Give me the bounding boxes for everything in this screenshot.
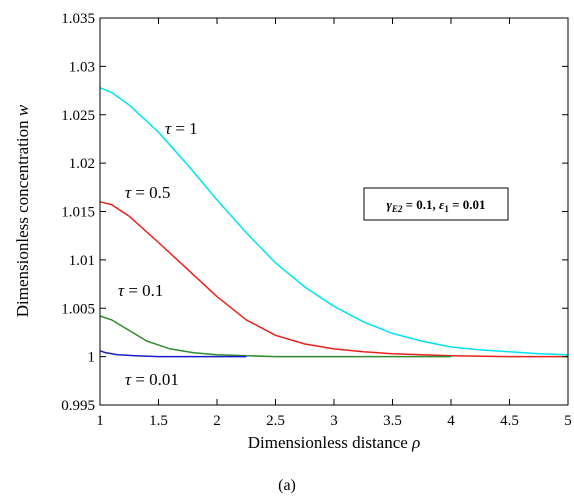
y-tick-label: 1.03 [69, 59, 95, 75]
x-tick-label: 2.5 [266, 413, 285, 429]
x-tick-label: 3.5 [383, 413, 402, 429]
y-axis-label-symbol: w [13, 104, 32, 116]
y-tick-label: 1.015 [61, 205, 95, 221]
x-tick-label: 1.5 [149, 413, 168, 429]
x-tick-label: 1 [96, 413, 104, 429]
series-line-3 [99, 315, 451, 358]
x-tick-label: 2 [213, 413, 221, 429]
annotation-tau-0-5: τ = 0.5 [125, 183, 170, 202]
x-tick-label: 4 [447, 413, 455, 429]
annotation-tau-1-value: = 1 [171, 119, 198, 138]
y-tick-label: 1.01 [69, 253, 95, 269]
epsilon-value: = 0.01 [449, 197, 486, 212]
y-tick-label: 1.005 [61, 301, 95, 317]
gamma-subscript: E2 [391, 204, 403, 214]
annotation-tau-0-5-value: = 0.5 [131, 183, 170, 202]
gamma-symbol: γ [386, 197, 392, 212]
parameter-box-text: γE2 = 0.1, ε1 = 0.01 [386, 197, 485, 214]
y-axis-label-text: Dimensionless concentration [13, 116, 32, 317]
x-axis-label: Dimensionless distance ρ [248, 433, 420, 452]
y-tick-label: 1.035 [61, 11, 95, 27]
y-tick-label: 1.025 [61, 108, 95, 124]
annotation-tau-0-01-symbol: τ [125, 370, 132, 389]
annotation-tau-1: τ = 1 [165, 119, 198, 138]
x-axis-label-text: Dimensionless distance [248, 433, 412, 452]
ticks-layer: 1 1.5 2 2.5 3 3.5 4 4.5 50.99511.0051.011.0151.0… [61, 11, 572, 429]
x-axis-label-symbol: ρ [411, 433, 420, 452]
annotation-tau-0-1-value: = 0.1 [124, 281, 163, 300]
figure-caption: (a) [278, 477, 296, 494]
series-line-2 [99, 201, 568, 358]
annotation-tau-1-symbol: τ [165, 119, 172, 138]
y-axis-label: Dimensionless concentration w [13, 104, 32, 317]
epsilon-symbol: ε [439, 197, 445, 212]
series-line-1 [99, 87, 569, 356]
annotation-tau-0-1: τ = 0.1 [118, 281, 163, 300]
annotation-tau-0-01-value: = 0.01 [131, 370, 179, 389]
y-tick-label: 1 [88, 350, 96, 366]
y-tick-label: 1.02 [69, 156, 95, 172]
x-tick-label: 4.5 [500, 413, 519, 429]
x-tick-label: 3 [330, 413, 338, 429]
parameter-box [363, 187, 509, 221]
y-tick-label: 0.995 [61, 398, 95, 414]
series-layer [99, 87, 569, 358]
annotation-tau-0-5-symbol: τ [125, 183, 132, 202]
annotation-tau-0-1-symbol: τ [118, 281, 125, 300]
epsilon-subscript: 1 [444, 204, 449, 214]
series-line-4 [99, 350, 247, 358]
x-tick-label: 5 [564, 413, 572, 429]
gamma-value: = 0.1, [402, 197, 439, 212]
annotation-tau-0-01: τ = 0.01 [125, 370, 179, 389]
